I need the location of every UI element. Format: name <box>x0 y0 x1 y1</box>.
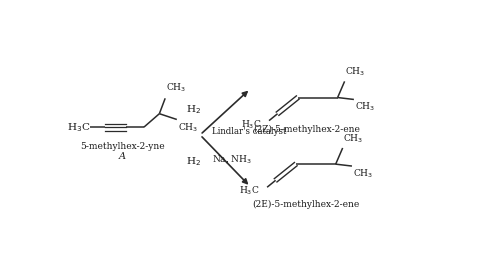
Text: H$_3$C: H$_3$C <box>67 121 90 134</box>
Text: CH$_3$: CH$_3$ <box>166 82 186 94</box>
Text: H$_3$C: H$_3$C <box>239 185 260 197</box>
Text: CH$_3$: CH$_3$ <box>354 101 375 113</box>
Text: CH$_3$: CH$_3$ <box>346 66 366 78</box>
Text: H$_3$C: H$_3$C <box>240 118 262 131</box>
Text: (2Z)-5-methylhex-2-ene: (2Z)-5-methylhex-2-ene <box>253 125 360 134</box>
Text: CH$_3$: CH$_3$ <box>352 167 373 180</box>
Text: Na, NH$_3$: Na, NH$_3$ <box>212 153 252 165</box>
Text: 5-methylhex-2-yne: 5-methylhex-2-yne <box>80 142 165 151</box>
Text: (2E)-5-methylhex-2-ene: (2E)-5-methylhex-2-ene <box>252 200 360 209</box>
Text: H$_2$: H$_2$ <box>186 155 202 168</box>
Text: H$_2$: H$_2$ <box>186 103 202 116</box>
Text: Lindlar's catalyst: Lindlar's catalyst <box>212 127 286 136</box>
Text: CH$_3$: CH$_3$ <box>178 121 199 134</box>
Text: A: A <box>119 152 126 161</box>
Text: CH$_3$: CH$_3$ <box>344 132 363 145</box>
